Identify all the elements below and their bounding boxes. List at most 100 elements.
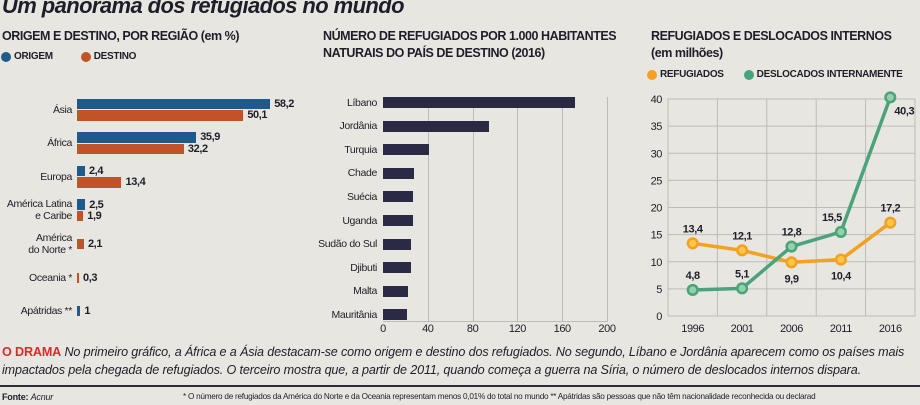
data-label: 13,4	[683, 223, 704, 235]
bar	[383, 97, 575, 108]
bar-destino	[77, 143, 184, 155]
gridline	[562, 97, 564, 321]
bar-destino	[77, 110, 244, 121]
bar	[383, 238, 411, 250]
y-tick-label: 15	[651, 230, 663, 242]
value-label: 50,1	[247, 109, 268, 122]
chart-title-line: REFUGIADOS E DESLOCADOS INTERNOS	[651, 29, 892, 43]
value-label: 2,1	[87, 237, 103, 250]
bar-origem	[77, 306, 81, 317]
y-tick-label: 5	[656, 284, 662, 296]
data-point-refugiados	[834, 253, 847, 266]
data-label: 5,1	[735, 268, 749, 280]
gridline	[427, 97, 429, 321]
data-point-deslocados	[785, 240, 798, 253]
legend-item-origem: ORIGEM	[1, 51, 53, 62]
gridline	[607, 97, 608, 321]
body-lead: O DRAMA	[2, 345, 62, 359]
data-label: 12,8	[782, 227, 802, 239]
bar-destino	[77, 272, 79, 283]
value-label: 58,2	[274, 97, 295, 110]
data-label: 10,4	[831, 271, 852, 283]
value-label: 2,5	[89, 198, 104, 211]
legend-dot-icon	[80, 51, 91, 62]
x-tick-label: 200	[598, 323, 616, 335]
value-label: 1,9	[87, 210, 102, 223]
legend-item-destino: DESTINO	[80, 51, 137, 62]
category-label: Suécia	[346, 190, 377, 203]
value-label: 13,4	[125, 176, 146, 189]
bar	[383, 167, 415, 179]
category-label: Mauritânia	[331, 308, 377, 321]
legend-label: REFUGIADOS	[660, 69, 724, 80]
source-credit: Fonte: Acnur	[2, 392, 53, 402]
chart-origem-destino-legend: ORIGEM DESTINO	[1, 51, 154, 62]
chart-title-line: NÚMERO DE REFUGIADOS POR 1.000 HABITANTE…	[323, 29, 617, 43]
x-tick-label: 2011	[830, 323, 852, 335]
bar	[383, 120, 490, 132]
x-tick-label: 2016	[879, 323, 902, 335]
bar	[383, 285, 408, 297]
x-tick-label: 0	[380, 323, 386, 335]
y-tick-label: 10	[651, 257, 663, 269]
y-tick-label: 30	[651, 148, 663, 160]
bar	[383, 144, 429, 156]
y-tick-label: 20	[651, 203, 663, 215]
bar	[383, 309, 407, 321]
body-paragraph: O DRAMA No primeiro gráfico, a África e …	[2, 343, 917, 379]
bar-destino	[77, 177, 122, 188]
x-axis-line	[383, 321, 608, 322]
data-point-refugiados	[884, 216, 897, 229]
category-label: América Latina e Caribe	[6, 198, 72, 223]
chart-title-line: ORIGEM E DESTINO, POR REGIÃO (em %)	[2, 29, 240, 43]
bar	[383, 191, 414, 203]
category-axis: Ásia África Europa América Latina e Caribe A…	[0, 90, 72, 325]
x-tick-label: 160	[553, 323, 572, 335]
x-tick-label: 80	[466, 323, 479, 335]
data-point-deslocados	[736, 282, 749, 295]
legend-label: DESLOCADOS INTERNAMENTE	[756, 69, 903, 80]
legend-dot-icon	[743, 69, 754, 80]
value-label: 32,2	[187, 142, 208, 155]
gridline	[517, 97, 519, 321]
y-tick-label: 40	[651, 94, 663, 106]
x-tick-label: 40	[422, 323, 434, 335]
legend-label: ORIGEM	[14, 51, 53, 62]
bar-origem	[77, 165, 85, 177]
chart-title-line: NATURAIS DO PAÍS DE DESTINO (2016)	[323, 46, 545, 60]
category-label: Uganda	[342, 214, 377, 227]
data-label: 4,8	[686, 270, 700, 282]
chart-origem-destino-title: ORIGEM E DESTINO, POR REGIÃO (em %)	[2, 28, 240, 45]
y-tick-label: 0	[656, 311, 662, 323]
data-point-deslocados	[834, 225, 847, 238]
x-tick-label: 2001	[731, 323, 754, 335]
data-point-deslocados	[686, 283, 699, 297]
chart-refugiados-deslocados-legend: REFUGIADOS DESLOCADOS INTERNAMENTE	[647, 69, 920, 80]
value-label: 2,4	[88, 164, 104, 177]
body-text: No primeiro gráfico, a África e a Ásia d…	[2, 345, 905, 377]
bar	[383, 215, 414, 226]
data-label: 12,1	[732, 230, 752, 242]
gridline	[472, 97, 474, 321]
legend-item-refugiados: REFUGIADOS	[647, 69, 724, 80]
value-label: 0,3	[83, 271, 98, 284]
category-label: Apátridas **	[20, 305, 73, 318]
chart-title-line: (em milhões)	[651, 46, 723, 60]
category-axis: Líbano Jordânia Turquia Chade Suécia Uganda Su…	[310, 90, 377, 340]
data-point-refugiados	[686, 237, 699, 250]
data-point-deslocados	[884, 91, 897, 104]
category-label: Oceania *	[29, 271, 72, 284]
data-label: 40,3	[894, 105, 914, 117]
y-tick-label: 25	[651, 175, 663, 187]
x-tick-label: 2006	[780, 323, 803, 335]
footnote: * O número de refugiados da América do N…	[183, 392, 816, 401]
bar-destino	[77, 210, 84, 222]
category-label: Líbano	[346, 96, 377, 109]
category-label: Ásia	[52, 103, 72, 116]
legend-label: DESTINO	[93, 51, 137, 62]
source-label: Fonte:	[2, 392, 31, 402]
legend-item-deslocados: DESLOCADOS INTERNAMENTE	[743, 69, 903, 80]
data-point-refugiados	[736, 244, 749, 257]
bar-origem	[77, 98, 271, 109]
bar	[383, 262, 411, 274]
